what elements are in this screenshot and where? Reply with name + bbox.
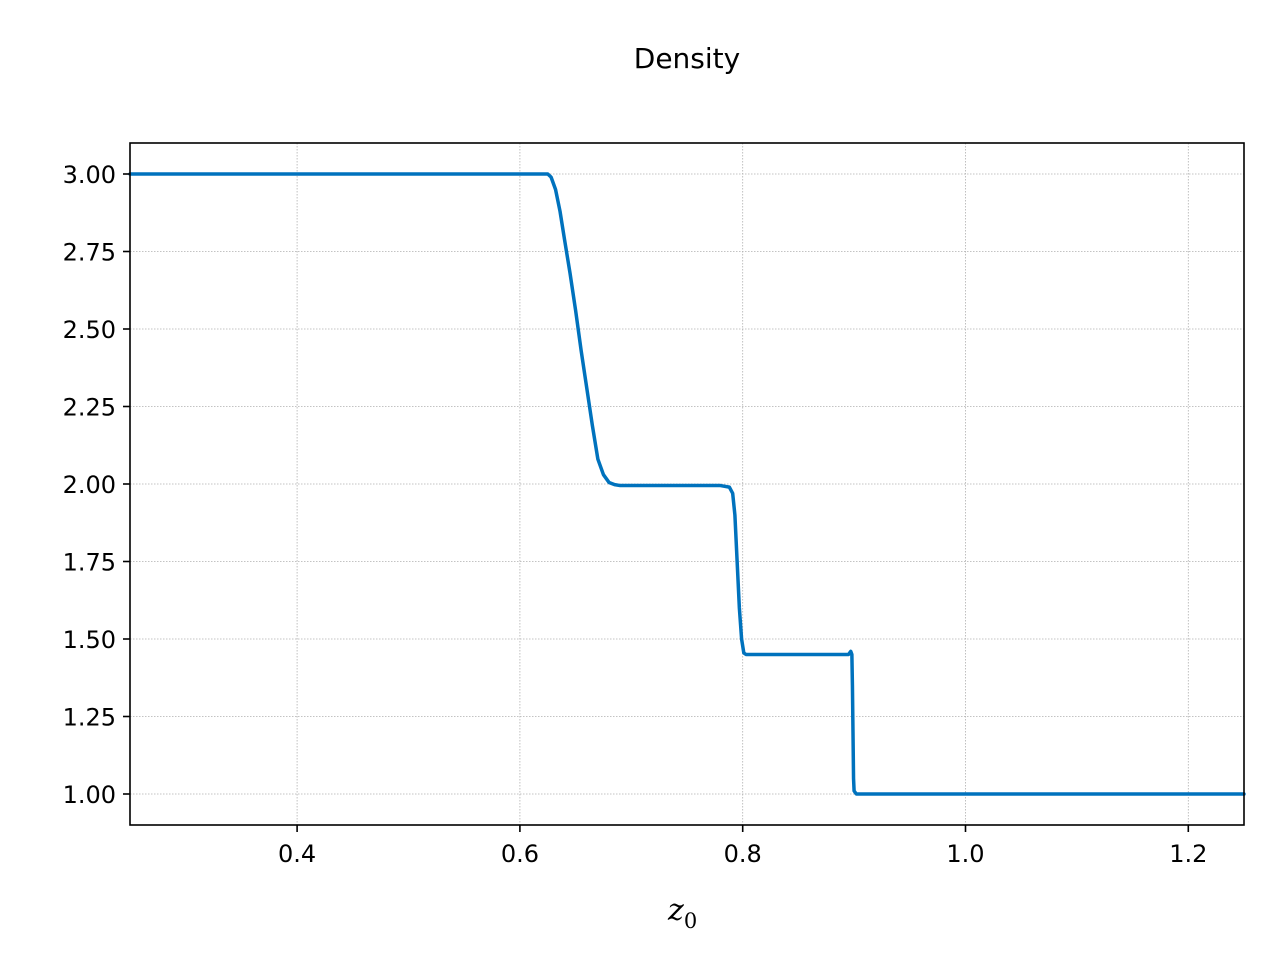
x-tick-label: 0.4 <box>278 840 316 868</box>
y-tick-label: 2.75 <box>63 239 116 267</box>
y-tick-label: 1.75 <box>63 549 116 577</box>
y-tick-label: 2.25 <box>63 394 116 422</box>
y-tick-label: 1.25 <box>63 704 116 732</box>
x-axis-label-base: z <box>667 893 684 928</box>
chart-title: Density <box>634 42 740 75</box>
y-tick-label: 2.50 <box>63 316 116 344</box>
x-axis-label: z0 <box>667 893 697 933</box>
y-tick-label: 3.00 <box>63 161 116 189</box>
y-tick-label: 1.50 <box>63 626 116 654</box>
x-axis-label-subscript: 0 <box>684 909 697 933</box>
series-layer <box>128 172 1246 796</box>
y-tick-label: 1.00 <box>63 781 116 809</box>
y-tick-label: 2.00 <box>63 471 116 499</box>
x-tick-label: 0.8 <box>724 840 762 868</box>
ticks-layer: 0.4 0.6 0.8 1.0 1.2 1.00 1.25 1.50 1.75 2.00 2.25 2… <box>63 161 1208 868</box>
x-tick-label: 0.6 <box>501 840 539 868</box>
x-tick-label: 1.2 <box>1169 840 1207 868</box>
x-tick-label: 1.0 <box>946 840 984 868</box>
density-series-line <box>128 172 1246 796</box>
